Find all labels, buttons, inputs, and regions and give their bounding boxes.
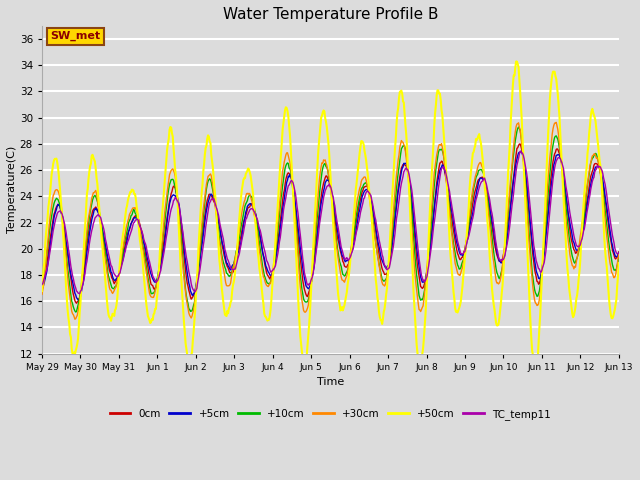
Text: SW_met: SW_met — [51, 31, 100, 41]
Y-axis label: Temperature(C): Temperature(C) — [7, 146, 17, 233]
Title: Water Temperature Profile B: Water Temperature Profile B — [223, 7, 438, 22]
Legend: 0cm, +5cm, +10cm, +30cm, +50cm, TC_temp11: 0cm, +5cm, +10cm, +30cm, +50cm, TC_temp1… — [106, 405, 556, 424]
X-axis label: Time: Time — [317, 377, 344, 387]
